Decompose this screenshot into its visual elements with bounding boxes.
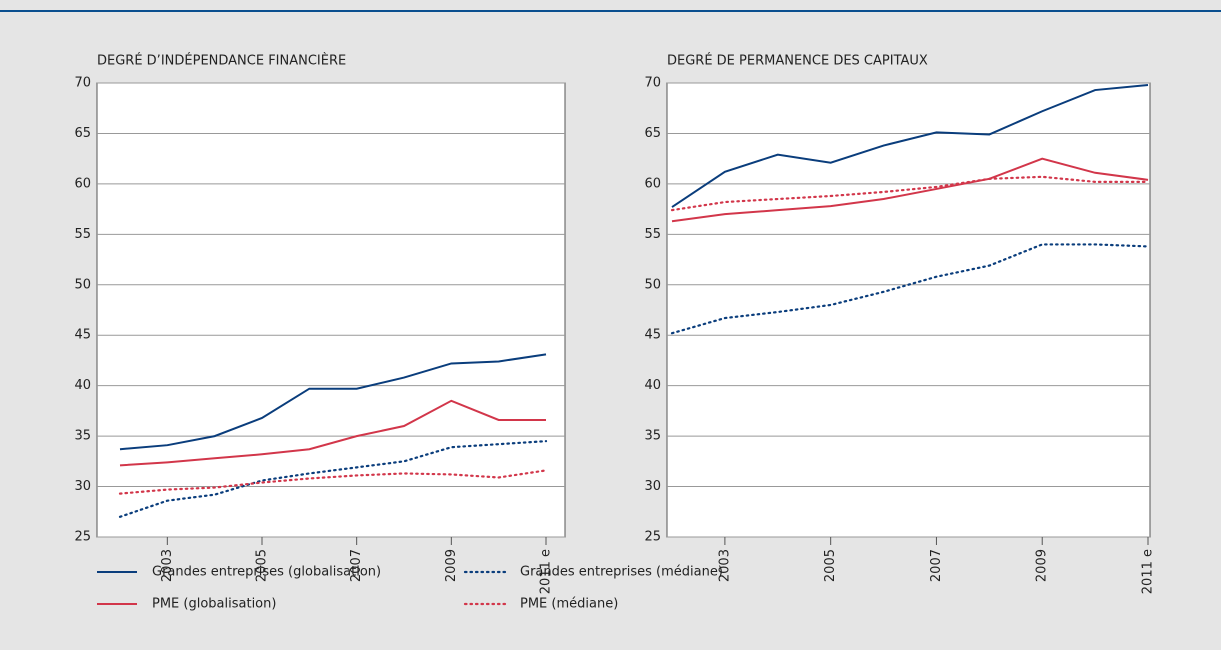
y-tick-label: 65 [644, 126, 661, 141]
x-tick-label: 2003 [717, 549, 732, 582]
y-tick-label: 30 [74, 479, 91, 494]
legend-label: Grandes entreprises (globalisation) [152, 565, 381, 580]
y-tick-label: 40 [74, 378, 91, 393]
series-line [670, 175, 1150, 212]
y-tick-label: 25 [644, 530, 661, 545]
y-tick-label: 60 [644, 176, 661, 191]
y-tick-label: 50 [644, 277, 661, 292]
y-tick-label: 55 [74, 227, 91, 242]
series-line [119, 353, 547, 451]
legend-label: PME (globalisation) [152, 597, 276, 612]
series-line [119, 399, 546, 467]
chart-title: DEGRÉ DE PERMANENCE DES CAPITAUX [667, 53, 928, 69]
plot-area [666, 82, 1151, 538]
y-tick-label: 35 [644, 429, 661, 444]
y-tick-label: 55 [644, 227, 661, 242]
x-tick-label: 2009 [444, 549, 459, 582]
plot-area [96, 82, 566, 538]
x-tick-label: 2007 [929, 549, 944, 582]
y-tick-label: 30 [644, 479, 661, 494]
y-tick-label: 70 [644, 76, 661, 91]
x-tick-label: 2011 e [539, 549, 554, 594]
x-tick-label: 2007 [349, 549, 364, 582]
y-tick-label: 60 [74, 176, 91, 191]
chart-title: DEGRÉ D’INDÉPENDANCE FINANCIÈRE [97, 53, 346, 69]
x-tick-label: 2005 [255, 549, 270, 582]
series-line [118, 440, 548, 518]
y-tick-label: 35 [74, 429, 91, 444]
series-line [671, 157, 1149, 223]
x-tick-label: 2011 e [1141, 549, 1156, 594]
y-tick-label: 70 [74, 76, 91, 91]
y-tick-label: 45 [74, 328, 91, 343]
x-tick-label: 2005 [823, 549, 838, 582]
y-tick-label: 50 [74, 277, 91, 292]
x-tick-label: 2003 [160, 549, 175, 582]
series-line [118, 469, 548, 495]
y-tick-label: 25 [74, 530, 91, 545]
legend-label: PME (médiane) [520, 597, 618, 612]
legend-label: Grandes entreprises (médiane) [520, 565, 723, 580]
x-tick-label: 2009 [1035, 549, 1050, 582]
y-tick-label: 65 [74, 126, 91, 141]
y-tick-label: 40 [644, 378, 661, 393]
series-line [670, 243, 1150, 335]
y-tick-label: 45 [644, 328, 661, 343]
series-line [671, 84, 1149, 208]
